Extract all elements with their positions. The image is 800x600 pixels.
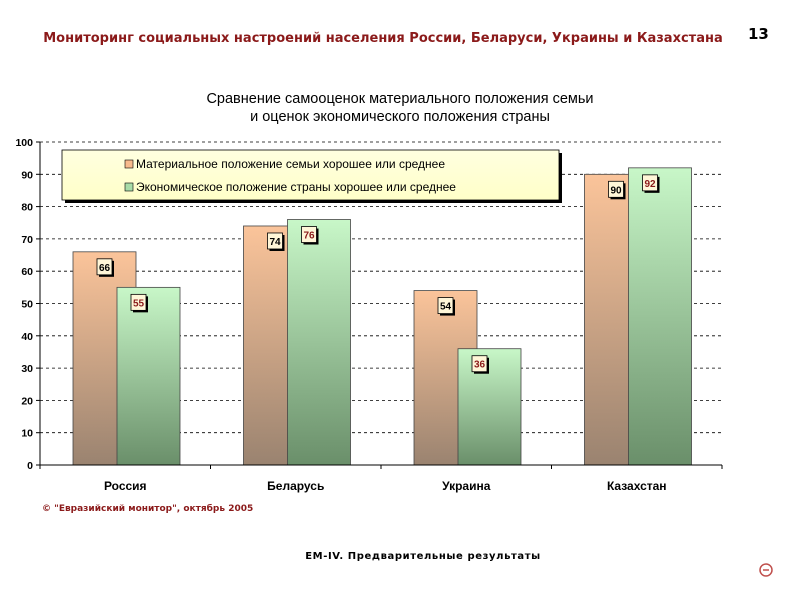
page-number: 13 [748,25,769,43]
data-label: 55 [133,298,145,309]
y-tick-label: 90 [21,169,33,181]
y-tick-label: 40 [21,331,33,343]
x-category-label: Казахстан [607,479,667,493]
page-title: Мониторинг социальных настроений населен… [43,31,723,46]
data-label: 66 [99,263,111,274]
bar [628,167,692,466]
chart-title-line-2: и оценок экономического положения страны [250,109,550,125]
data-label: 90 [610,185,622,196]
y-tick-label: 100 [15,137,33,149]
minus-circle-icon[interactable] [758,562,774,578]
y-tick-label: 50 [21,299,33,311]
legend-label: Материальное положение семьи хорошее или… [136,157,445,171]
data-label: 74 [269,237,281,248]
data-label-box [437,297,454,314]
bar [116,286,181,466]
data-label-box [471,355,488,373]
y-tick-label: 30 [21,363,33,375]
data-label-box [96,258,113,276]
data-label: 76 [303,231,315,242]
data-label: 54 [440,302,452,313]
data-label-box [130,293,147,311]
y-tick-label: 60 [21,266,33,278]
y-tick-label: 0 [27,460,33,472]
data-label-box [267,232,283,250]
legend-swatch [124,182,134,192]
data-label: 92 [644,179,656,190]
data-label-box [301,226,317,243]
legend-swatch [124,159,134,169]
bar [457,348,522,466]
legend-label: Экономическое положение страны хорошее и… [136,180,456,194]
data-label-box [608,180,624,198]
bar [287,219,351,466]
legend [61,149,560,201]
y-tick-label: 70 [21,234,33,246]
y-tick-label: 80 [21,202,33,214]
copyright-note: © "Евразийский монитор", октябрь 2005 [42,504,254,514]
x-category-label: Украина [442,479,491,493]
x-category-label: Беларусь [267,479,324,493]
chart-title-line-1: Сравнение самооценок материального полож… [206,91,593,107]
x-category-label: Россия [104,479,147,493]
y-tick-label: 10 [21,428,33,440]
y-tick-label: 20 [21,395,33,407]
footer-caption: ЕМ-IV. Предварительные результаты [305,551,541,562]
data-label: 36 [474,360,486,371]
data-label-box [642,174,658,192]
